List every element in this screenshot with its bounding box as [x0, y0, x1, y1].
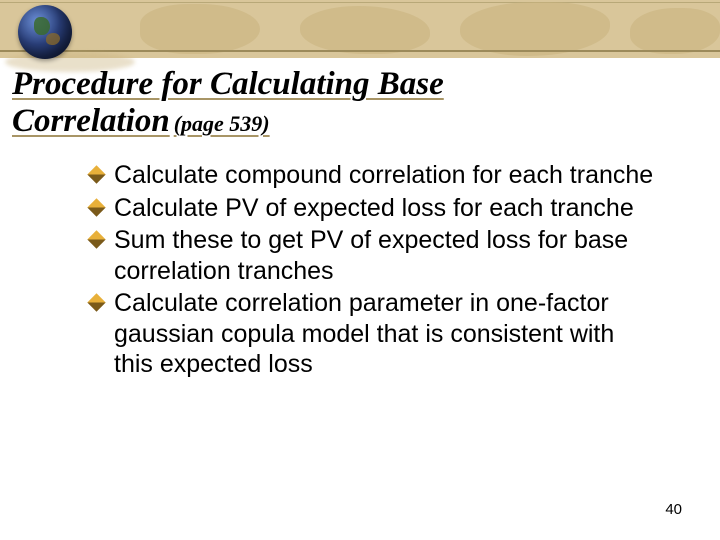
map-silhouette: [630, 8, 720, 54]
list-item: Calculate PV of expected loss for each t…: [90, 193, 660, 224]
map-silhouette: [140, 4, 260, 54]
title-line-2-sub: (page 539): [174, 111, 270, 136]
bullet-diamond-icon: [87, 293, 105, 311]
map-silhouette: [460, 2, 610, 56]
list-item: Sum these to get PV of expected loss for…: [90, 225, 660, 286]
page-number: 40: [665, 501, 682, 518]
bullet-list: Calculate compound correlation for each …: [90, 160, 660, 382]
bullet-text: Calculate compound correlation for each …: [114, 161, 653, 189]
list-item: Calculate compound correlation for each …: [90, 160, 660, 191]
title-line-2-main: Correlation: [12, 103, 170, 139]
bullet-text: Sum these to get PV of expected loss for…: [114, 226, 628, 285]
map-silhouette: [300, 6, 430, 54]
bullet-diamond-icon: [87, 165, 105, 183]
bullet-text: Calculate PV of expected loss for each t…: [114, 194, 634, 222]
header-rule-top: [0, 2, 720, 3]
globe-icon: [18, 5, 72, 59]
bullet-text: Calculate correlation parameter in one-f…: [114, 289, 614, 378]
bullet-diamond-icon: [87, 198, 105, 216]
list-item: Calculate correlation parameter in one-f…: [90, 288, 660, 380]
header-rule-bottom: [0, 50, 720, 52]
header-background: [0, 0, 720, 58]
bullet-diamond-icon: [87, 230, 105, 248]
title-line-1: Procedure for Calculating Base: [12, 66, 444, 103]
slide-title: Procedure for Calculating Base Correlati…: [12, 66, 444, 140]
